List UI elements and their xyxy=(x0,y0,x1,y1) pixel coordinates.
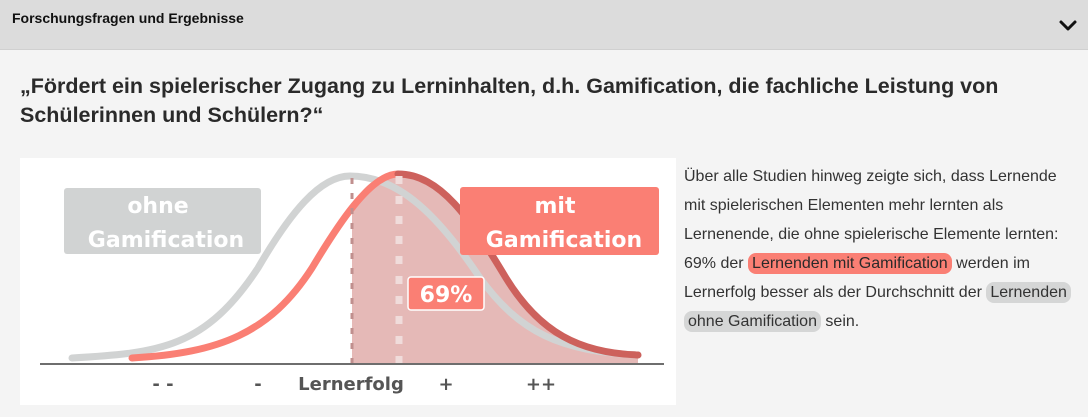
label-with-line2: Gamification xyxy=(486,228,642,253)
shaded-area-above-mean xyxy=(352,174,638,364)
research-question: „Fördert ein spielerischer Zugang zu Ler… xyxy=(20,74,999,127)
curve-with-gamification-dark xyxy=(394,170,642,359)
label-without-line1: ohne xyxy=(127,194,188,219)
percent-badge-box xyxy=(407,276,485,311)
label-without-line2: Gamification xyxy=(88,228,244,253)
result-text-part1: Über alle Studien hinweg zeigte sich, da… xyxy=(684,168,1059,272)
tick-low: - xyxy=(254,374,261,395)
tick-very-high: ++ xyxy=(526,374,556,395)
curve-with-gamification xyxy=(128,170,402,362)
percent-badge: 69% xyxy=(420,283,473,308)
accordion-header[interactable]: Forschungsfragen und Ergebnisse xyxy=(0,0,1088,50)
label-with-line1: mit xyxy=(535,194,576,219)
accordion-title: Forschungsfragen und Ergebnisse xyxy=(12,10,244,26)
axis-label: Lernerfolg xyxy=(298,374,404,395)
result-description: Über alle Studien hinweg zeigte sich, da… xyxy=(684,162,1076,336)
label-without-box xyxy=(64,188,261,254)
tick-high: + xyxy=(438,374,453,395)
result-text-part3: sein. xyxy=(820,313,860,330)
gamification-figure: ohne Gamification mit Gamification 69% -… xyxy=(20,158,676,405)
accordion-content: „Fördert ein spielerischer Zugang zu Ler… xyxy=(0,50,1088,417)
tick-very-low: - - xyxy=(152,374,173,395)
label-with-box xyxy=(460,187,659,255)
distribution-illustration: ohne Gamification mit Gamification 69% -… xyxy=(40,170,664,395)
chevron-down-icon[interactable] xyxy=(1058,16,1078,36)
highlight-with-gamification: Lernenden mit Gamification xyxy=(748,253,952,274)
result-text-part2: werden im Lernerfolg besser als der Durc… xyxy=(684,255,1030,301)
curve-without-gamification xyxy=(68,172,642,362)
